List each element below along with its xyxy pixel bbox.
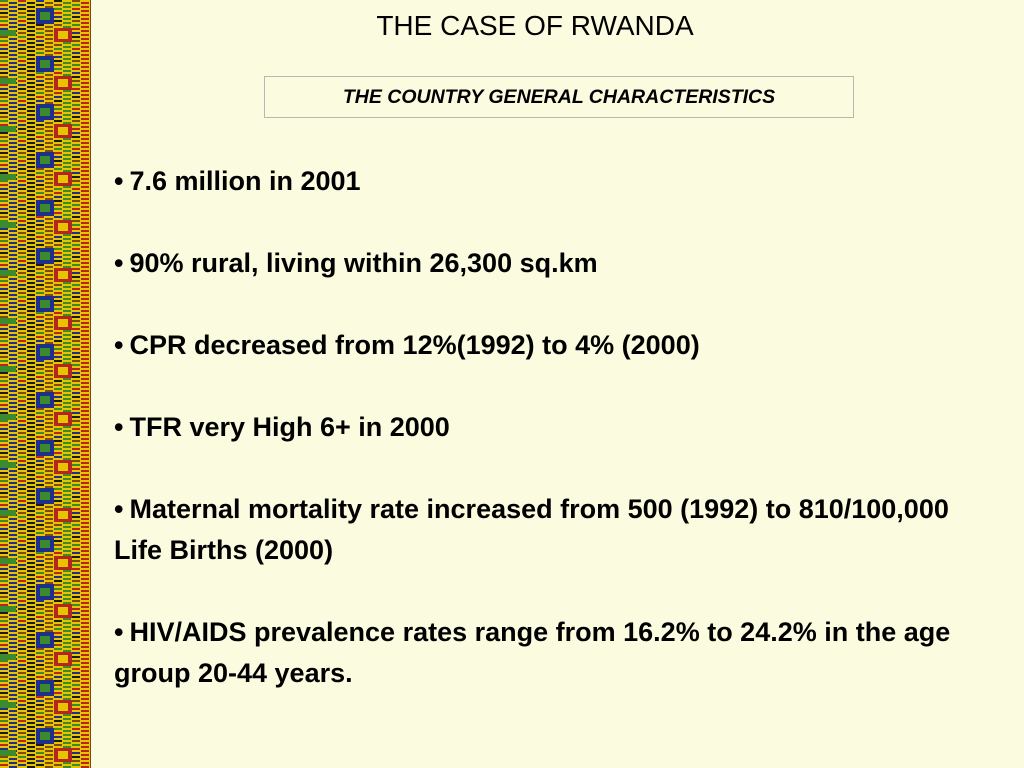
bullet-text: TFR very High 6+ in 2000 xyxy=(129,412,450,442)
bullet-mark: • xyxy=(114,248,124,278)
bullet-list: • 7.6 million in 2001 • 90% rural, living … xyxy=(114,161,994,735)
bullet-text: 90% rural, living within 26,300 sq.km xyxy=(129,248,598,278)
bullet-item: • CPR decreased from 12%(1992) to 4% (200… xyxy=(114,325,994,366)
bullet-mark: • xyxy=(114,330,124,360)
bullet-item: • 7.6 million in 2001 xyxy=(114,161,994,202)
bullet-mark: • xyxy=(114,617,124,647)
bullet-mark: • xyxy=(114,494,124,524)
bullet-text: Maternal mortality rate increased from 5… xyxy=(114,494,949,565)
slide-title: THE CASE OF RWANDA xyxy=(376,10,694,41)
bullet-mark: • xyxy=(114,412,124,442)
bullet-text: CPR decreased from 12%(1992) to 4% (2000… xyxy=(129,330,700,360)
bullet-mark: • xyxy=(114,166,124,196)
subtitle-box: THE COUNTRY GENERAL CHARACTERISTICS xyxy=(264,76,854,118)
bullet-text: HIV/AIDS prevalence rates range from 16.… xyxy=(114,617,951,688)
bullet-item: • 90% rural, living within 26,300 sq.km xyxy=(114,243,994,284)
bullet-item: • Maternal mortality rate increased from … xyxy=(114,489,994,571)
bullet-item: • HIV/AIDS prevalence rates range from 16… xyxy=(114,612,994,694)
kente-cloth-border-icon xyxy=(0,0,91,768)
slide-subtitle: THE COUNTRY GENERAL CHARACTERISTICS xyxy=(342,85,776,108)
bullet-item: • TFR very High 6+ in 2000 xyxy=(114,407,994,448)
bullet-text: 7.6 million in 2001 xyxy=(129,166,361,196)
